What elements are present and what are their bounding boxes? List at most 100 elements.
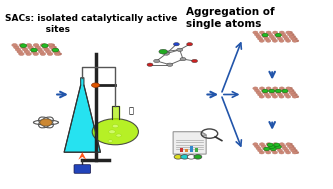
Circle shape xyxy=(275,89,281,93)
Circle shape xyxy=(51,48,57,51)
Circle shape xyxy=(292,39,297,42)
Circle shape xyxy=(159,49,167,54)
Circle shape xyxy=(259,95,264,98)
Circle shape xyxy=(46,50,51,53)
Circle shape xyxy=(291,93,296,96)
Circle shape xyxy=(269,89,275,93)
Circle shape xyxy=(44,48,49,51)
Circle shape xyxy=(272,95,277,98)
Circle shape xyxy=(164,52,169,55)
Circle shape xyxy=(266,95,271,98)
Circle shape xyxy=(259,31,264,34)
Circle shape xyxy=(254,145,259,148)
Circle shape xyxy=(269,145,275,149)
Circle shape xyxy=(292,147,296,149)
Circle shape xyxy=(276,91,281,94)
Circle shape xyxy=(286,95,291,98)
Circle shape xyxy=(263,147,268,150)
Bar xyxy=(189,146,193,152)
Circle shape xyxy=(287,89,292,92)
Circle shape xyxy=(254,33,259,36)
Circle shape xyxy=(271,93,276,96)
Circle shape xyxy=(271,37,276,40)
Circle shape xyxy=(266,143,271,146)
Circle shape xyxy=(50,44,55,46)
Circle shape xyxy=(288,143,293,145)
Circle shape xyxy=(33,52,39,56)
Circle shape xyxy=(274,33,279,36)
Circle shape xyxy=(40,43,46,47)
Circle shape xyxy=(263,35,268,38)
Circle shape xyxy=(290,145,294,147)
Circle shape xyxy=(273,143,278,146)
Circle shape xyxy=(186,43,192,46)
Circle shape xyxy=(275,145,281,149)
Circle shape xyxy=(262,33,268,37)
Circle shape xyxy=(52,46,57,49)
Circle shape xyxy=(292,151,297,154)
Circle shape xyxy=(269,91,274,94)
Circle shape xyxy=(173,43,179,46)
Circle shape xyxy=(194,155,202,159)
Circle shape xyxy=(24,50,30,53)
Circle shape xyxy=(276,147,281,150)
Circle shape xyxy=(277,93,282,96)
Circle shape xyxy=(37,48,42,51)
Circle shape xyxy=(253,87,258,90)
Circle shape xyxy=(28,46,33,49)
Circle shape xyxy=(266,151,271,154)
Circle shape xyxy=(257,149,263,152)
Circle shape xyxy=(259,87,264,90)
Circle shape xyxy=(47,52,53,56)
Bar xyxy=(194,148,198,152)
Circle shape xyxy=(292,36,296,38)
Circle shape xyxy=(267,143,273,146)
Circle shape xyxy=(261,145,266,148)
Circle shape xyxy=(262,89,268,93)
Circle shape xyxy=(288,31,293,34)
Circle shape xyxy=(261,89,266,92)
Circle shape xyxy=(191,59,197,63)
Circle shape xyxy=(275,33,281,37)
Circle shape xyxy=(17,50,22,53)
Circle shape xyxy=(287,145,292,148)
Circle shape xyxy=(154,59,160,63)
Circle shape xyxy=(22,48,28,51)
Circle shape xyxy=(57,53,62,55)
Text: Aggregation of
single atoms: Aggregation of single atoms xyxy=(186,7,275,29)
Bar xyxy=(185,149,188,152)
Circle shape xyxy=(274,143,280,146)
Circle shape xyxy=(167,63,173,66)
Circle shape xyxy=(279,87,284,90)
Circle shape xyxy=(273,31,278,34)
Circle shape xyxy=(264,147,270,151)
Circle shape xyxy=(292,95,297,98)
Circle shape xyxy=(295,95,299,98)
Circle shape xyxy=(253,31,258,34)
Circle shape xyxy=(268,33,273,36)
Circle shape xyxy=(273,87,278,90)
Circle shape xyxy=(282,91,287,94)
Circle shape xyxy=(279,95,284,98)
Circle shape xyxy=(33,43,39,47)
Circle shape xyxy=(256,91,261,94)
Circle shape xyxy=(257,93,263,96)
Circle shape xyxy=(254,89,259,92)
Circle shape xyxy=(42,46,48,49)
Polygon shape xyxy=(64,78,101,152)
Circle shape xyxy=(116,134,121,137)
Circle shape xyxy=(290,33,294,36)
Circle shape xyxy=(279,39,284,42)
Circle shape xyxy=(31,50,37,53)
Circle shape xyxy=(26,43,32,47)
Circle shape xyxy=(174,155,182,159)
Circle shape xyxy=(187,155,195,159)
Circle shape xyxy=(295,151,299,154)
Circle shape xyxy=(282,89,288,93)
Circle shape xyxy=(277,149,282,152)
Circle shape xyxy=(54,52,60,56)
Circle shape xyxy=(266,31,271,34)
Circle shape xyxy=(289,35,294,38)
Circle shape xyxy=(35,46,41,49)
Circle shape xyxy=(274,145,279,148)
